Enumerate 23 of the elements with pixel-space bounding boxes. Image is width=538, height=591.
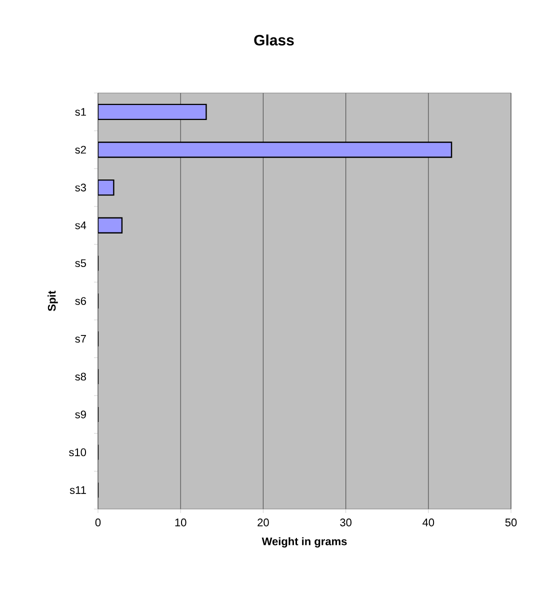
y-tick-label: s7: [75, 334, 86, 343]
x-tick-label: 50: [505, 518, 517, 526]
chart-title: Glass: [254, 34, 294, 46]
y-tick-label: s8: [75, 372, 86, 381]
x-tick-label: 40: [422, 518, 434, 526]
x-tick-label: 20: [258, 518, 269, 526]
x-axis-title: Weight in grams: [262, 537, 347, 548]
x-tick-label: 10: [175, 518, 186, 526]
y-tick-label: s3: [75, 184, 86, 192]
y-tick-label: s5: [75, 259, 86, 268]
y-tick-label: s9: [75, 410, 86, 418]
x-tick-label: 0: [95, 518, 101, 526]
y-tick-label: s1: [75, 108, 86, 116]
x-tick-label: 30: [340, 518, 352, 526]
y-axis-title: Spit: [48, 290, 58, 312]
y-tick-label: s10: [69, 448, 86, 456]
y-tick-label: s4: [75, 222, 86, 230]
bar: [98, 104, 207, 120]
bar: [98, 142, 452, 158]
y-tick-label: s6: [75, 297, 86, 305]
y-tick-label: s11: [70, 486, 86, 494]
y-tick-label: s2: [75, 146, 86, 154]
bar: [98, 217, 123, 234]
